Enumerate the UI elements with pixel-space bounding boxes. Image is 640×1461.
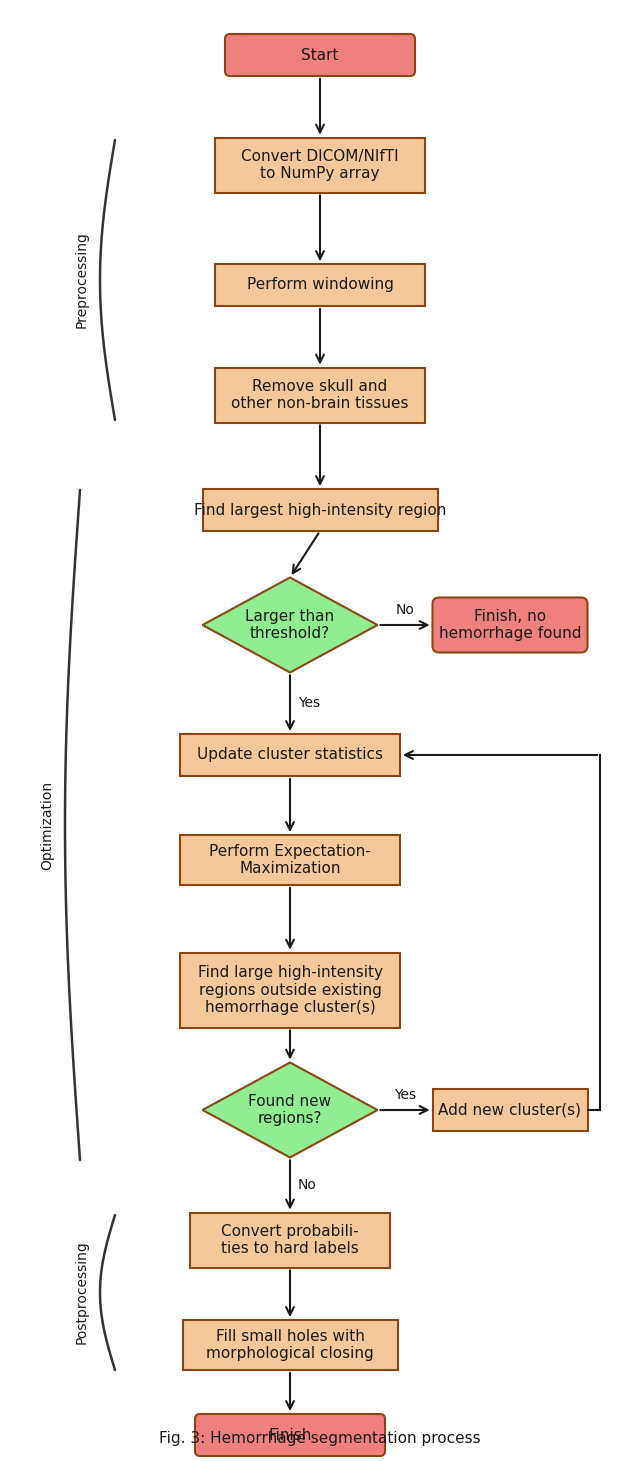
Text: Find largest high-intensity region: Find largest high-intensity region <box>194 503 446 517</box>
Text: Finish: Finish <box>268 1427 312 1442</box>
Text: Perform Expectation-
Maximization: Perform Expectation- Maximization <box>209 844 371 877</box>
FancyBboxPatch shape <box>225 34 415 76</box>
Bar <box>180 836 400 885</box>
Bar <box>215 264 425 305</box>
Text: No: No <box>298 1178 317 1192</box>
Bar <box>215 368 425 422</box>
Text: Find large high-intensity
regions outside existing
hemorrhage cluster(s): Find large high-intensity regions outsid… <box>198 966 383 1015</box>
Text: Add new cluster(s): Add new cluster(s) <box>438 1103 582 1118</box>
Text: Larger than
threshold?: Larger than threshold? <box>245 609 335 641</box>
Text: Postprocessing: Postprocessing <box>75 1240 89 1344</box>
Text: Yes: Yes <box>298 697 320 710</box>
Text: Start: Start <box>301 48 339 63</box>
Text: Optimization: Optimization <box>40 780 54 869</box>
Text: Finish, no
hemorrhage found: Finish, no hemorrhage found <box>439 609 581 641</box>
Text: Update cluster statistics: Update cluster statistics <box>197 748 383 763</box>
Polygon shape <box>202 1062 378 1157</box>
Text: No: No <box>396 603 415 617</box>
Text: Convert DICOM/NIfTI
to NumPy array: Convert DICOM/NIfTI to NumPy array <box>241 149 399 181</box>
Bar <box>182 1319 397 1370</box>
Text: Fig. 3: Hemorrhage segmentation process: Fig. 3: Hemorrhage segmentation process <box>159 1430 481 1446</box>
Text: Remove skull and
other non-brain tissues: Remove skull and other non-brain tissues <box>231 378 409 411</box>
Bar <box>202 489 438 530</box>
Text: Preprocessing: Preprocessing <box>75 231 89 329</box>
Bar <box>180 733 400 776</box>
Text: Convert probabili-
ties to hard labels: Convert probabili- ties to hard labels <box>221 1224 359 1256</box>
Polygon shape <box>202 577 378 672</box>
Text: Fill small holes with
morphological closing: Fill small holes with morphological clos… <box>206 1330 374 1362</box>
Text: Yes: Yes <box>394 1088 416 1102</box>
FancyBboxPatch shape <box>433 598 588 653</box>
Text: Perform windowing: Perform windowing <box>246 278 394 292</box>
Bar <box>433 1088 588 1131</box>
Bar <box>190 1213 390 1268</box>
Bar <box>215 137 425 193</box>
Text: Found new
regions?: Found new regions? <box>248 1094 332 1126</box>
Bar <box>180 953 400 1027</box>
FancyBboxPatch shape <box>195 1414 385 1457</box>
